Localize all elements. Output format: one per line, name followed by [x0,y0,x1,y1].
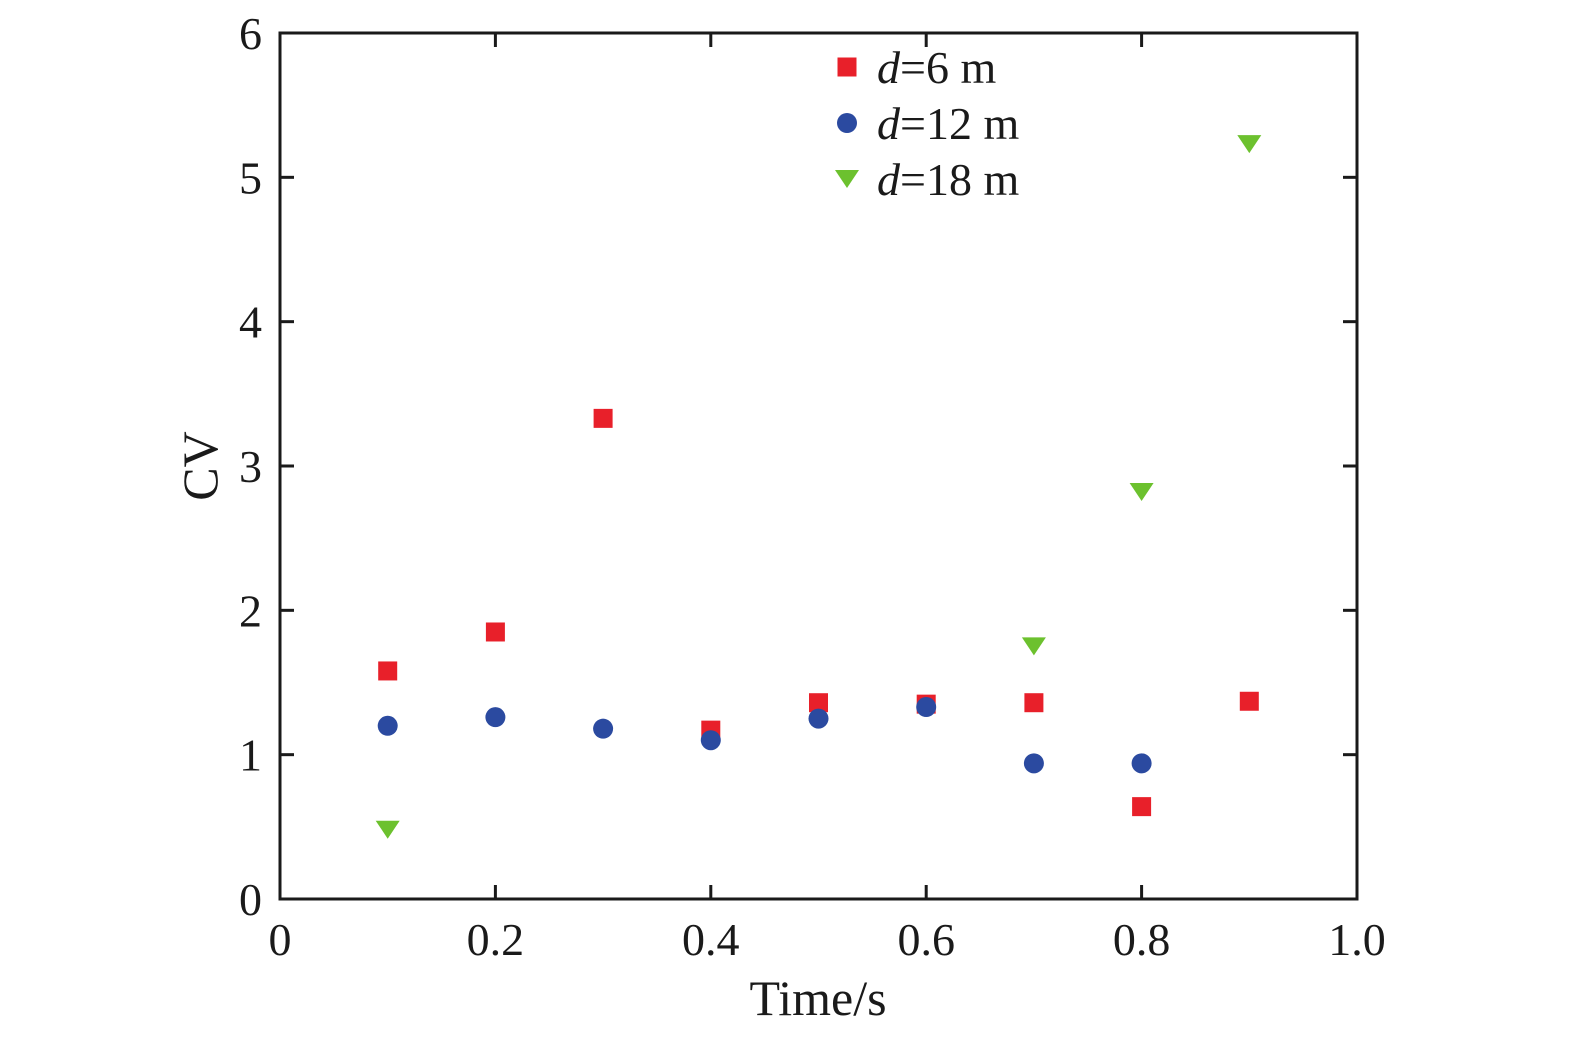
legend-entry: d=18 m [835,154,1019,205]
data-point-square [1239,691,1259,711]
data-point-square [485,622,505,642]
y-tick-label: 6 [239,8,262,59]
legend-label-variable: d [877,154,901,205]
data-point-triangle-down [375,820,400,839]
data-point-square [1132,797,1152,817]
legend-marker-square [837,57,857,77]
legend-label-value: =12 m [900,98,1019,149]
legend-marker-circle [837,113,857,133]
legend-label-variable: d [877,98,901,149]
data-point-triangle-down [1129,482,1154,501]
data-point-circle [1131,753,1152,774]
legend-label-variable: d [877,42,901,93]
y-tick-label: 2 [239,585,262,636]
legend-label-value: =6 m [900,42,996,93]
ticks-layer: 0 0.2 0.4 0.6 0.8 1.0 0 1 2 3 4 5 6 [239,8,1386,965]
data-point-circle [593,718,614,739]
legend: d=6 md=12 md=18 m [835,42,1019,205]
legend-label: d=18 m [877,154,1019,205]
y-tick-label: 5 [239,152,262,203]
x-tick-label: 0.2 [467,914,525,965]
data-point-square [1024,693,1044,713]
y-tick-label: 0 [239,874,262,925]
y-tick-label: 3 [239,441,262,492]
legend-marker-triangle-down [835,170,859,188]
x-tick-label: 0 [269,914,292,965]
series-0 [378,408,1259,817]
x-axis-title: Time/s [749,970,886,1026]
x-tick-label: 1.0 [1328,914,1386,965]
data-point-square [378,661,398,681]
data-point-square [593,408,613,428]
y-axis-title: CV [172,431,228,500]
data-point-circle [377,715,398,736]
plot-frame [278,31,1359,901]
legend-label: d=12 m [877,98,1019,149]
series-1 [377,697,1152,774]
legend-label: d=6 m [877,42,996,93]
data-point-square [809,693,828,713]
x-tick-label: 0.4 [682,914,740,965]
data-point-triangle-down [1021,637,1046,656]
legend-label-value: =18 m [900,154,1019,205]
data-point-triangle-down [1237,135,1262,154]
data-point-circle [808,708,829,729]
x-tick-label: 0.6 [897,914,955,965]
data-point-circle [485,707,506,728]
data-point-circle [700,730,721,751]
series-2 [375,135,1262,839]
legend-entry: d=12 m [837,98,1019,149]
x-tick-label: 0.8 [1113,914,1171,965]
legend-entry: d=6 m [837,42,996,93]
points-layer [375,135,1262,839]
y-tick-label: 1 [239,730,262,781]
data-point-circle [1023,753,1044,774]
y-tick-label: 4 [239,297,262,348]
data-point-circle [916,697,937,718]
